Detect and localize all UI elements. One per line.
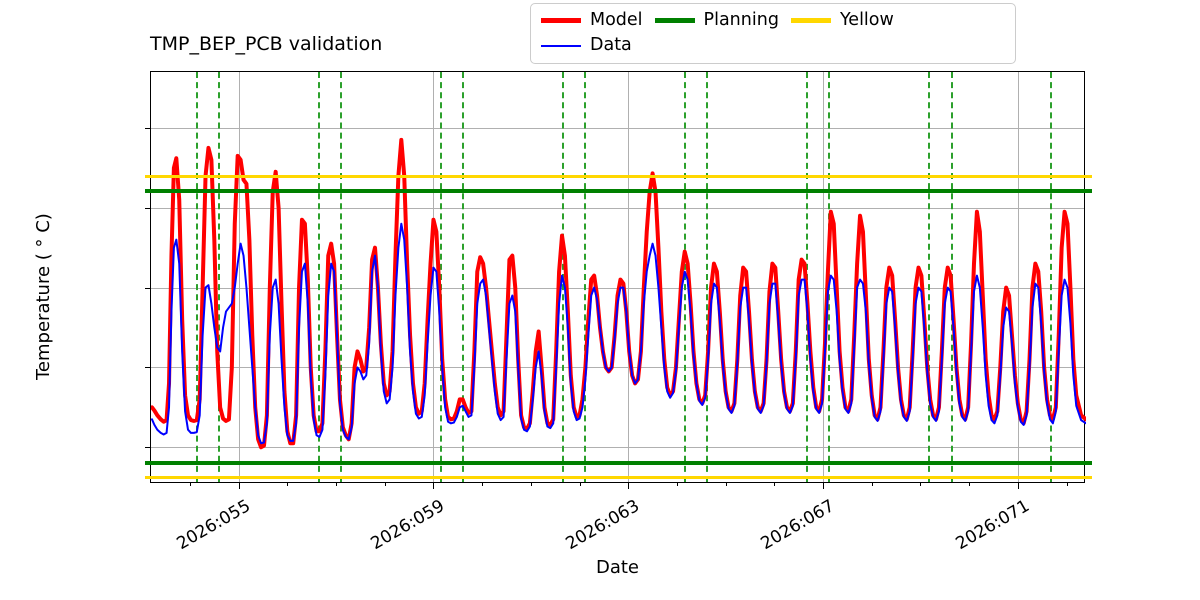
x-tick: [433, 482, 435, 489]
x-tick-minor: [530, 482, 532, 486]
limit-line-yellow: [145, 175, 1092, 178]
y-axis-label: Temperature ( ° C): [33, 213, 54, 380]
gridline-horizontal: [151, 447, 1084, 449]
event-marker-line: [439, 72, 442, 482]
x-tick-minor: [871, 482, 873, 486]
gridline-vertical: [238, 72, 240, 482]
x-tick: [238, 482, 240, 489]
plot-area: 10203040502026:0552026:0592026:0632026:0…: [144, 71, 1092, 554]
legend-item-model[interactable]: Model: [541, 8, 643, 33]
gridline-vertical: [628, 72, 630, 482]
y-tick: [144, 447, 151, 449]
legend-swatch-planning: [654, 18, 695, 23]
x-tick-minor: [725, 482, 727, 486]
legend-swatch-model: [541, 18, 581, 23]
x-tick: [823, 482, 825, 489]
event-marker-line: [927, 72, 930, 482]
x-tick-minor: [336, 482, 338, 486]
legend-label-yellow: Yellow: [839, 9, 894, 30]
event-marker-line: [195, 72, 198, 482]
limit-line-yellow: [145, 476, 1092, 479]
x-tick-label: 2026:071: [952, 496, 1033, 555]
x-tick: [628, 482, 630, 489]
x-tick-label: 2026:063: [562, 496, 644, 555]
event-marker-line: [584, 72, 587, 482]
series-line-data: [151, 222, 1086, 445]
x-tick-minor: [384, 482, 386, 486]
x-tick-minor: [189, 482, 191, 486]
x-tick-minor: [482, 482, 484, 486]
gridline-vertical: [1017, 72, 1019, 482]
x-tick-label: 2026:055: [173, 496, 254, 555]
legend-label-model: Model: [590, 9, 643, 30]
x-tick-label: 2026:059: [367, 496, 449, 555]
limit-line-planning: [145, 189, 1092, 194]
limit-line-planning: [145, 460, 1092, 465]
x-axis-label: Date: [595, 557, 640, 578]
legend-item-planning[interactable]: Planning: [654, 8, 779, 33]
x-tick-minor: [969, 482, 971, 486]
gridline-horizontal: [151, 207, 1084, 209]
gridline-vertical: [433, 72, 435, 482]
x-tick-label: 2026:067: [757, 496, 839, 555]
legend-swatch-yellow: [790, 18, 831, 23]
legend-item-data[interactable]: Data: [541, 33, 632, 58]
gridline-horizontal: [151, 367, 1084, 369]
event-marker-line: [461, 72, 464, 482]
legend-item-yellow[interactable]: Yellow: [790, 8, 894, 33]
x-tick-minor: [774, 482, 776, 486]
x-tick-minor: [676, 482, 678, 486]
legend-label-planning: Planning: [703, 9, 779, 30]
gridline-horizontal: [151, 127, 1084, 129]
x-tick-minor: [287, 482, 289, 486]
y-tick: [144, 207, 151, 209]
y-tick: [144, 127, 151, 129]
event-marker-line: [218, 72, 221, 482]
series-layer: [151, 137, 1086, 450]
legend-label-data: Data: [590, 34, 632, 55]
event-marker-line: [317, 72, 320, 482]
event-marker-line: [340, 72, 343, 482]
y-tick: [144, 287, 151, 289]
x-tick-minor: [1066, 482, 1068, 486]
event-marker-line: [1049, 72, 1052, 482]
legend-swatch-data: [541, 44, 581, 47]
x-tick-minor: [579, 482, 581, 486]
x-tick-minor: [920, 482, 922, 486]
y-tick: [144, 367, 151, 369]
event-marker-line: [706, 72, 709, 482]
gridline-vertical: [823, 72, 825, 482]
chart-title: TMP_BEP_PCB validation: [150, 33, 383, 55]
chart-legend: Model Planning Yellow Data: [530, 3, 1016, 64]
x-tick: [1017, 482, 1019, 489]
